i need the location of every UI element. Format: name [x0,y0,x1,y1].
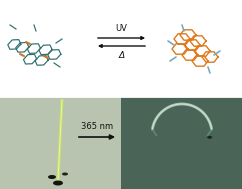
Text: UV: UV [116,24,128,33]
Bar [0,96,121,189]
Ellipse shape [62,173,68,176]
Text: Δ: Δ [118,51,125,60]
Ellipse shape [48,175,56,179]
Ellipse shape [207,136,212,139]
Text: 365 nm: 365 nm [81,122,113,131]
Ellipse shape [53,180,63,185]
Bar [121,96,242,189]
